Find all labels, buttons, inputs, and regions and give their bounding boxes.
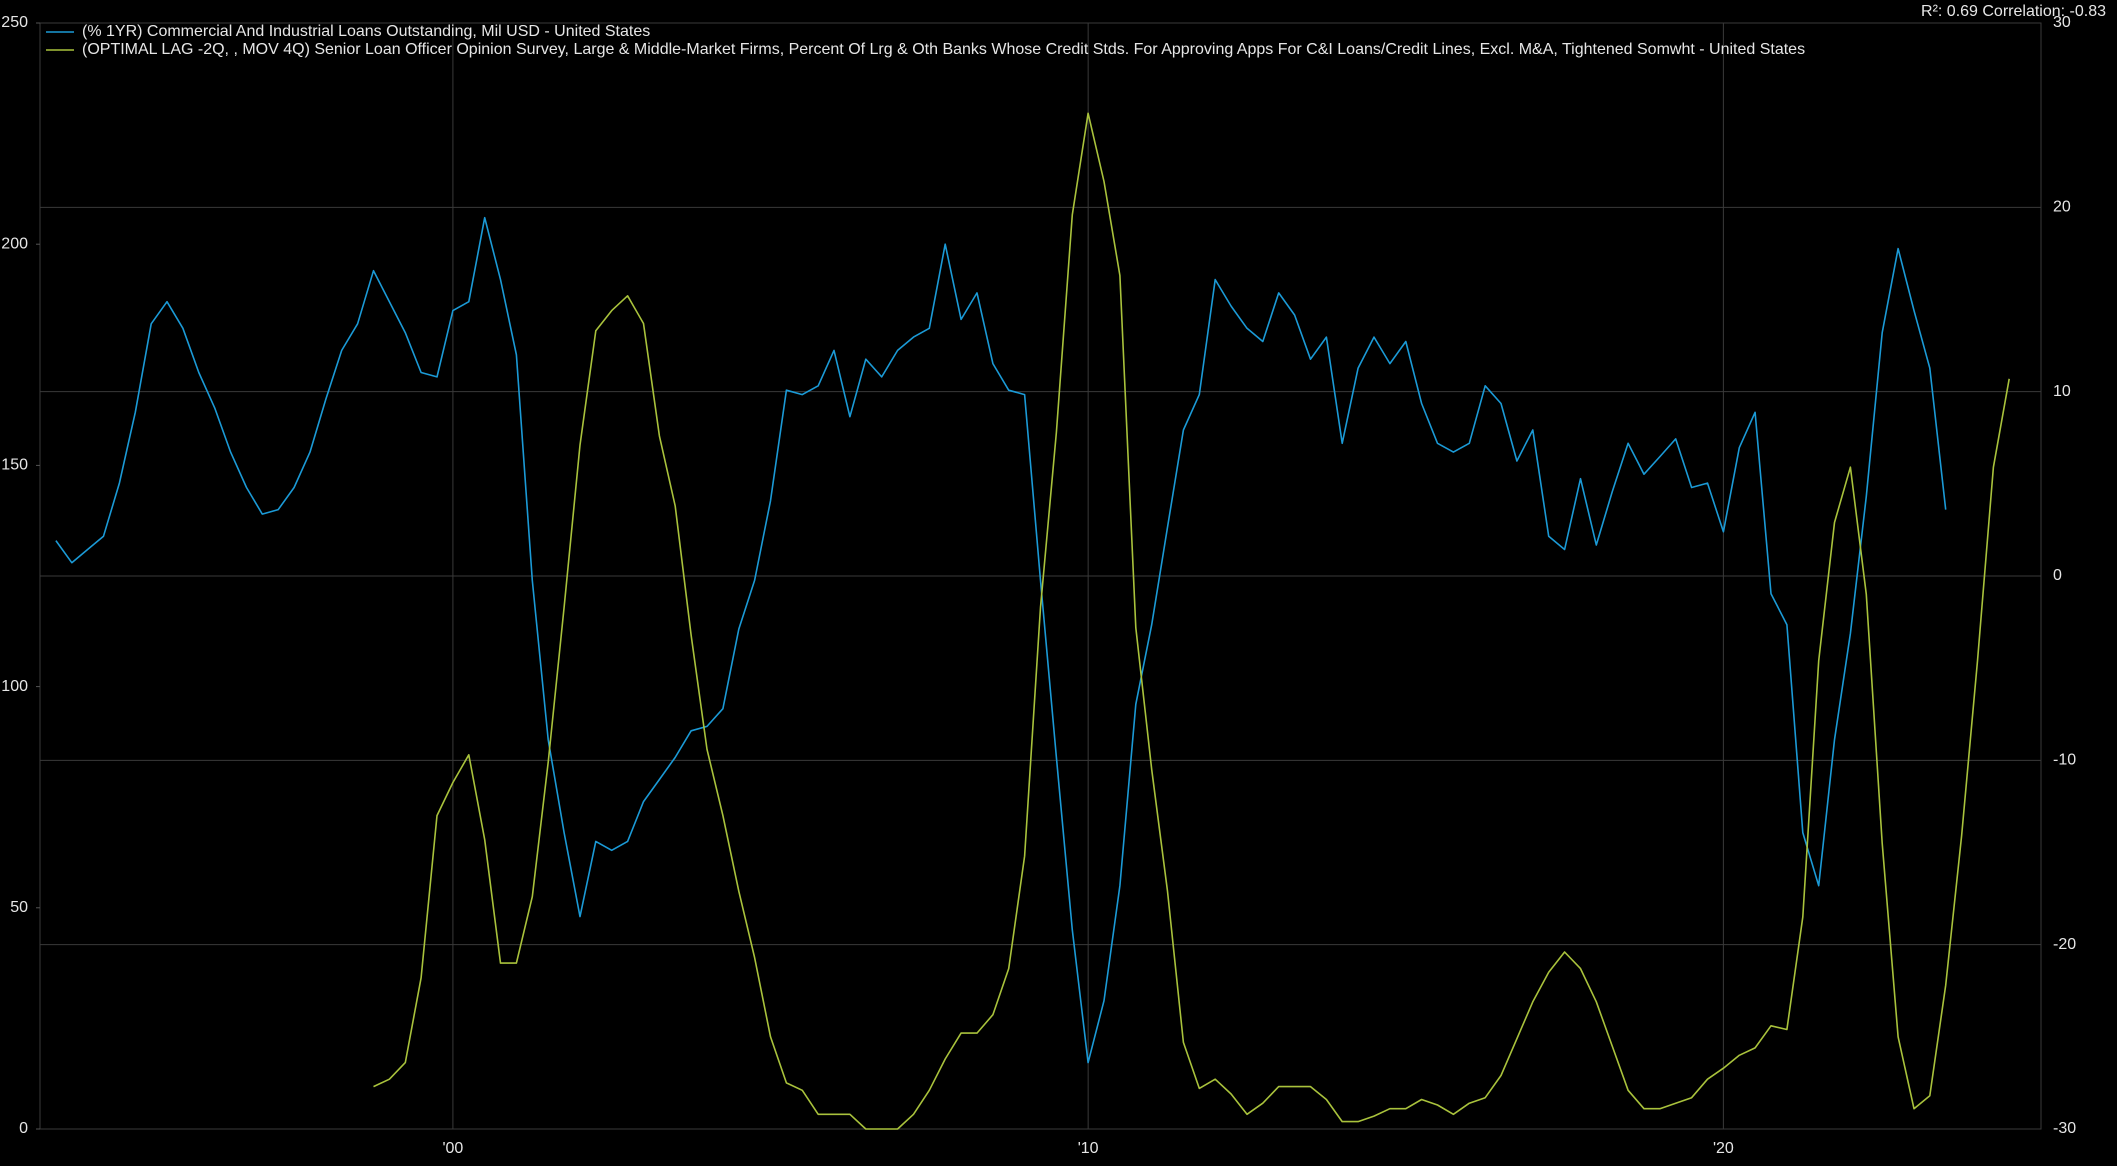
y2-tick-label: 30 xyxy=(2053,14,2071,31)
x-tick-label: '20 xyxy=(1713,1140,1734,1157)
annotation: R²: 0.69 Correlation: -0.83 xyxy=(1921,3,2106,20)
y2-tick-label: 0 xyxy=(2053,567,2062,584)
y2-tick-label: -20 xyxy=(2053,936,2076,953)
x-tick-label: '00 xyxy=(442,1140,463,1157)
y2-tick-label: -30 xyxy=(2053,1120,2076,1137)
y2-tick-label: 20 xyxy=(2053,199,2071,216)
y-tick-label: 100 xyxy=(1,678,28,695)
series-line xyxy=(55,216,1947,1064)
y-tick-label: 250 xyxy=(1,14,28,31)
legend-label: (OPTIMAL LAG -2Q, , MOV 4Q) Senior Loan … xyxy=(82,41,1805,58)
y2-tick-label: 10 xyxy=(2053,383,2071,400)
y2-tick-label: -10 xyxy=(2053,752,2076,769)
series-line xyxy=(373,112,2010,1130)
y-tick-label: 0 xyxy=(19,1120,28,1137)
x-tick-label: '10 xyxy=(1078,1140,1099,1157)
y-tick-label: 200 xyxy=(1,235,28,252)
legend-label: (% 1YR) Commercial And Industrial Loans … xyxy=(82,23,650,40)
y-tick-label: 50 xyxy=(10,899,28,916)
y-tick-label: 150 xyxy=(1,457,28,474)
